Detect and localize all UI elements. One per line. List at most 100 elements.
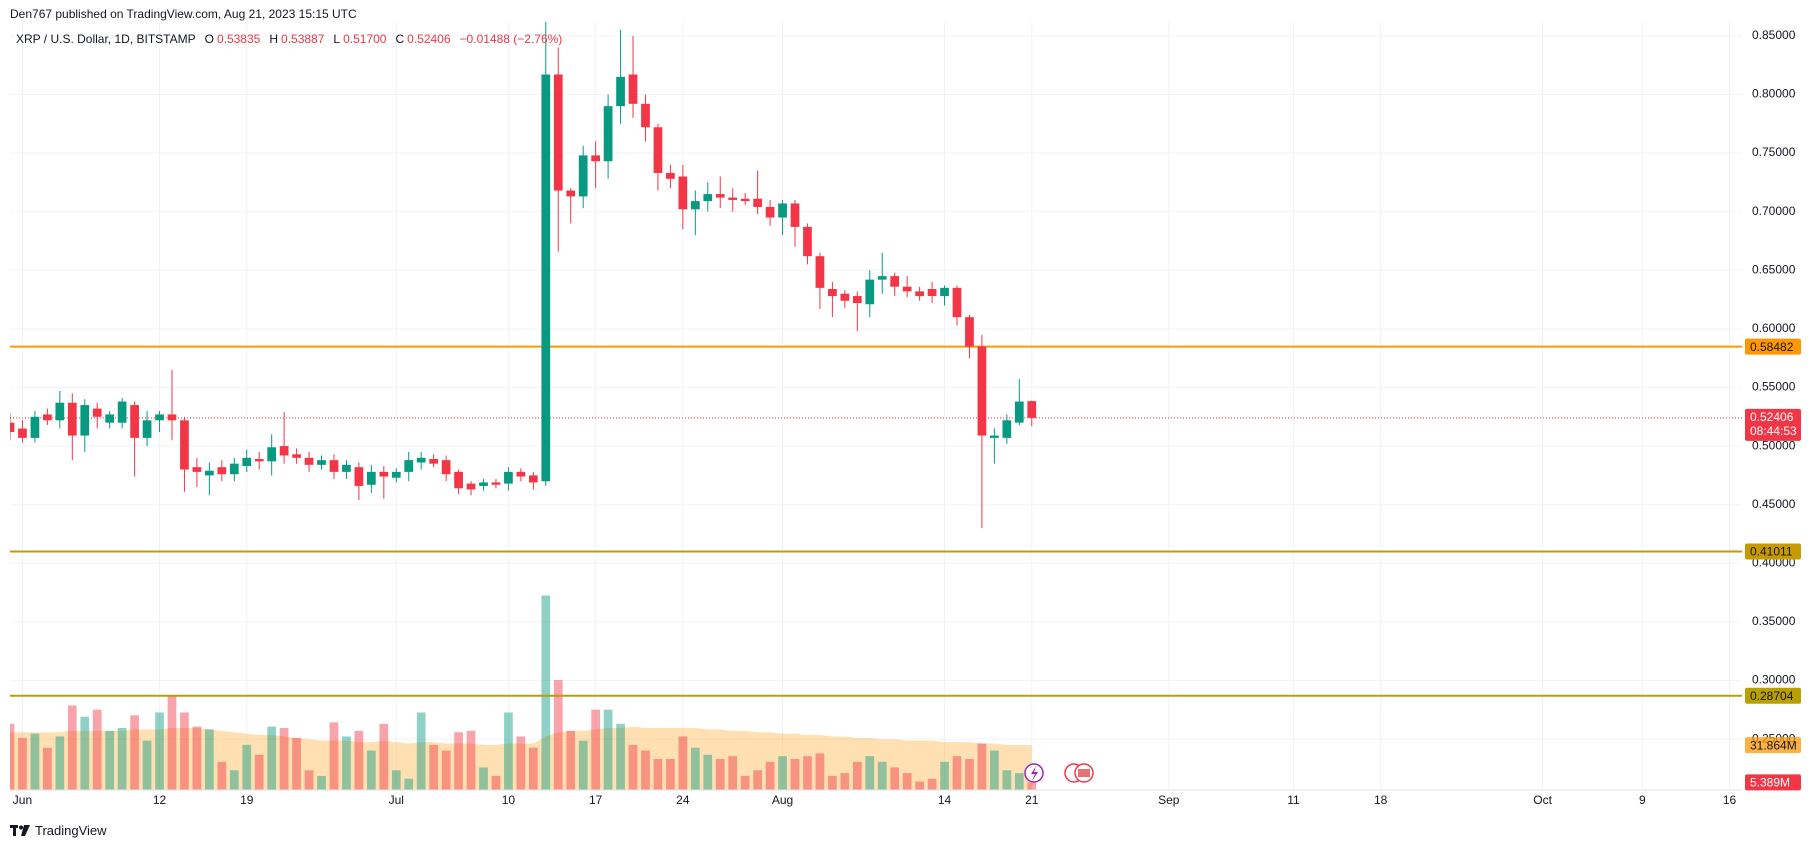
countdown-label: 08:44:53	[1750, 424, 1797, 438]
candle-body	[155, 414, 164, 421]
volume-bar	[1014, 773, 1024, 790]
footer[interactable]: TradingView	[10, 823, 107, 838]
candle-body	[877, 276, 887, 280]
volume-bar	[678, 736, 688, 790]
volume-bar	[890, 767, 900, 790]
volume-bar	[728, 756, 738, 790]
candle-body	[528, 475, 538, 483]
y-tick-label: 0.65000	[1752, 262, 1796, 276]
x-tick-label: 14	[938, 793, 952, 807]
volume-bar	[67, 705, 77, 790]
volume-bar	[541, 595, 551, 790]
volume-bar	[940, 761, 949, 790]
volume-bar	[441, 750, 451, 790]
volume-bar	[1002, 770, 1012, 790]
candle-body	[491, 482, 501, 485]
x-tick-label: 16	[1723, 793, 1737, 807]
volume-bar	[329, 722, 339, 790]
volume-bar	[317, 775, 326, 790]
flag-glyph	[1078, 769, 1090, 777]
volume-bar	[990, 750, 999, 790]
volume-bar	[304, 770, 314, 790]
brand: TradingView	[35, 823, 107, 838]
volume-bar	[504, 712, 513, 790]
x-tick-label: 21	[1025, 793, 1039, 807]
candle-body	[354, 467, 364, 486]
candle-body	[753, 198, 762, 207]
candle-body	[105, 414, 115, 423]
volume-bar	[915, 781, 924, 790]
volume-bar	[803, 756, 812, 790]
candle-body	[242, 457, 252, 467]
x-tick-label: 18	[1374, 793, 1388, 807]
x-tick-label: 12	[153, 793, 167, 807]
x-tick-label: Jun	[13, 793, 32, 807]
volume-bar	[379, 723, 389, 790]
candle-body	[466, 483, 476, 490]
volume-bar	[628, 744, 638, 790]
candle-body	[715, 194, 725, 198]
volume-bar	[927, 778, 937, 790]
candle-body	[43, 414, 52, 421]
candle-body	[578, 155, 588, 197]
level-label: 0.28704	[1750, 689, 1794, 703]
x-tick-label: 9	[1639, 793, 1646, 807]
low-value: 0.51700	[343, 32, 387, 46]
volume-bar	[43, 747, 52, 790]
volume-bar	[653, 758, 663, 790]
x-tick-label: 17	[589, 793, 603, 807]
volume-bar	[292, 737, 301, 790]
candle-body	[329, 460, 339, 472]
candle-body	[591, 155, 601, 162]
candle-body	[167, 414, 177, 421]
candle-body	[603, 106, 613, 162]
volume-bar	[130, 715, 139, 790]
volume-bar	[852, 761, 862, 790]
volume-bar	[254, 754, 264, 790]
grid	[10, 22, 1742, 790]
volume-bar	[977, 743, 987, 790]
volume-bar	[516, 736, 526, 790]
candle-body	[217, 467, 227, 475]
volume-bar	[105, 730, 115, 790]
candle-body	[504, 471, 513, 484]
change-value: −0.01488 (−2.76%)	[459, 32, 563, 46]
candle-body	[740, 198, 750, 202]
candle-body	[703, 194, 713, 202]
volume-bar	[279, 727, 289, 790]
volume-bar	[155, 712, 164, 790]
plot	[10, 22, 1742, 790]
y-tick-label: 0.50000	[1752, 438, 1796, 452]
volume-bar	[18, 737, 27, 790]
volume-bar	[342, 736, 351, 790]
axes: 0.250000.300000.350000.400000.450000.500…	[13, 28, 1801, 807]
y-tick-label: 0.80000	[1752, 87, 1796, 101]
volume-bar	[205, 729, 214, 790]
y-tick-label: 0.45000	[1752, 497, 1796, 511]
symbol: XRP / U.S. Dollar, 1D, BITSTAMP	[16, 32, 196, 46]
candle-body	[965, 317, 974, 347]
volume-bar	[479, 767, 488, 790]
volume-bar	[715, 758, 725, 790]
volume-bar	[815, 753, 825, 790]
candle-body	[915, 291, 924, 297]
candle-body	[366, 471, 376, 485]
candle-body	[404, 460, 414, 472]
last-price-label: 0.52406	[1750, 410, 1794, 424]
candle-body	[205, 470, 214, 476]
volume-bar	[466, 730, 476, 790]
candle-body	[479, 482, 488, 486]
low-label: L	[333, 32, 341, 46]
volume-bar	[566, 730, 576, 790]
candle-body	[1014, 401, 1024, 423]
candle-body	[765, 206, 775, 218]
y-tick-label: 0.60000	[1752, 321, 1796, 335]
candle-body	[1002, 420, 1012, 438]
candle-body	[566, 190, 576, 197]
volume-bar	[528, 747, 538, 790]
candle-body	[990, 435, 999, 438]
volume-bar	[952, 756, 962, 790]
volume-bar	[55, 736, 65, 790]
candle-body	[317, 460, 326, 465]
